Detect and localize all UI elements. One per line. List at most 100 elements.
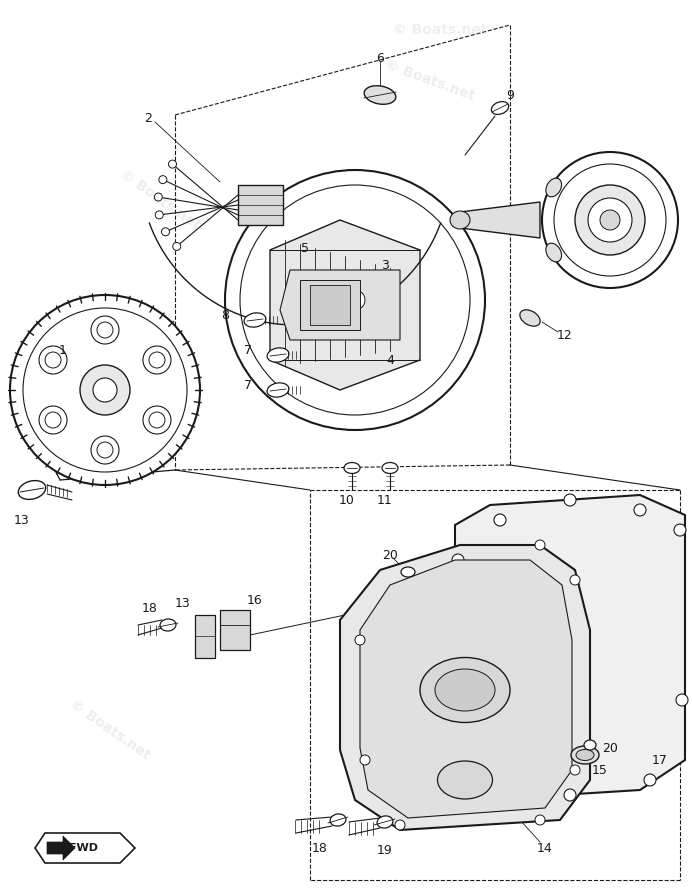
Text: 7: 7 [244, 343, 252, 357]
Text: 18: 18 [142, 601, 158, 615]
Text: 11: 11 [377, 494, 393, 506]
Text: 16: 16 [247, 593, 263, 607]
Text: 3: 3 [381, 259, 389, 271]
Circle shape [93, 378, 117, 402]
Circle shape [45, 352, 61, 368]
Circle shape [173, 243, 181, 250]
Ellipse shape [520, 310, 540, 326]
Circle shape [225, 170, 485, 430]
Text: © Boats.net: © Boats.net [393, 23, 487, 37]
Circle shape [542, 152, 678, 288]
Circle shape [564, 789, 576, 801]
Ellipse shape [571, 746, 599, 764]
Circle shape [91, 436, 119, 464]
Circle shape [355, 635, 365, 645]
Ellipse shape [364, 86, 396, 104]
Ellipse shape [450, 211, 470, 229]
Circle shape [143, 346, 171, 374]
Ellipse shape [267, 348, 289, 362]
Polygon shape [270, 220, 420, 390]
Circle shape [452, 754, 464, 766]
Text: 8: 8 [221, 308, 229, 322]
Circle shape [10, 295, 200, 485]
Polygon shape [280, 270, 400, 340]
Circle shape [575, 185, 645, 255]
Circle shape [23, 308, 187, 472]
Ellipse shape [584, 740, 596, 750]
Polygon shape [310, 285, 350, 325]
Circle shape [80, 365, 130, 415]
Polygon shape [195, 615, 215, 658]
Circle shape [91, 316, 119, 344]
Circle shape [570, 575, 580, 585]
Circle shape [335, 280, 375, 320]
Text: 4: 4 [386, 354, 394, 366]
Circle shape [155, 211, 163, 219]
Text: 10: 10 [339, 494, 355, 506]
Circle shape [161, 228, 170, 236]
Ellipse shape [576, 749, 594, 761]
Ellipse shape [377, 816, 393, 828]
Ellipse shape [546, 178, 562, 197]
Circle shape [644, 774, 656, 786]
Circle shape [345, 290, 365, 310]
Ellipse shape [330, 814, 346, 826]
Text: 7: 7 [244, 378, 252, 392]
Text: 17: 17 [652, 754, 668, 766]
Circle shape [149, 412, 165, 428]
Circle shape [97, 322, 113, 338]
Text: © Boats.net: © Boats.net [383, 57, 477, 103]
Text: 9: 9 [506, 89, 514, 101]
Polygon shape [460, 202, 540, 238]
Polygon shape [47, 836, 75, 860]
Circle shape [154, 193, 163, 201]
Polygon shape [360, 560, 572, 818]
Text: 15: 15 [592, 763, 608, 777]
Circle shape [494, 514, 506, 526]
Circle shape [168, 160, 176, 168]
Text: 5: 5 [301, 242, 309, 254]
Text: 14: 14 [537, 841, 553, 855]
Text: © Boats.net: © Boats.net [482, 721, 577, 759]
Text: 13: 13 [175, 597, 191, 609]
Ellipse shape [546, 243, 562, 262]
Circle shape [295, 240, 415, 360]
Ellipse shape [18, 480, 46, 499]
Text: 2: 2 [144, 111, 152, 125]
Circle shape [240, 185, 470, 415]
Polygon shape [300, 280, 360, 330]
Circle shape [39, 346, 67, 374]
Ellipse shape [244, 313, 266, 327]
Circle shape [452, 554, 464, 566]
Circle shape [39, 406, 67, 434]
Text: 19: 19 [377, 843, 393, 857]
Polygon shape [455, 495, 685, 800]
Text: 20: 20 [602, 742, 618, 754]
Text: 12: 12 [557, 329, 573, 341]
Ellipse shape [491, 101, 509, 115]
Ellipse shape [160, 619, 176, 631]
Text: © Boats.net: © Boats.net [117, 168, 203, 233]
Ellipse shape [420, 658, 510, 722]
Ellipse shape [401, 567, 415, 577]
Polygon shape [238, 185, 283, 225]
Circle shape [143, 406, 171, 434]
Text: FWD: FWD [69, 843, 98, 853]
Ellipse shape [435, 669, 495, 711]
Circle shape [395, 820, 405, 830]
Circle shape [600, 210, 620, 230]
Circle shape [159, 176, 167, 184]
Circle shape [45, 412, 61, 428]
Text: 18: 18 [312, 841, 328, 855]
Ellipse shape [437, 761, 493, 799]
Circle shape [676, 694, 688, 706]
Circle shape [674, 524, 686, 536]
Circle shape [588, 198, 632, 242]
Circle shape [535, 815, 545, 825]
Circle shape [484, 779, 496, 791]
Ellipse shape [382, 462, 398, 473]
Circle shape [360, 755, 370, 765]
Text: 13: 13 [14, 513, 30, 527]
Circle shape [570, 765, 580, 775]
Polygon shape [35, 833, 135, 863]
